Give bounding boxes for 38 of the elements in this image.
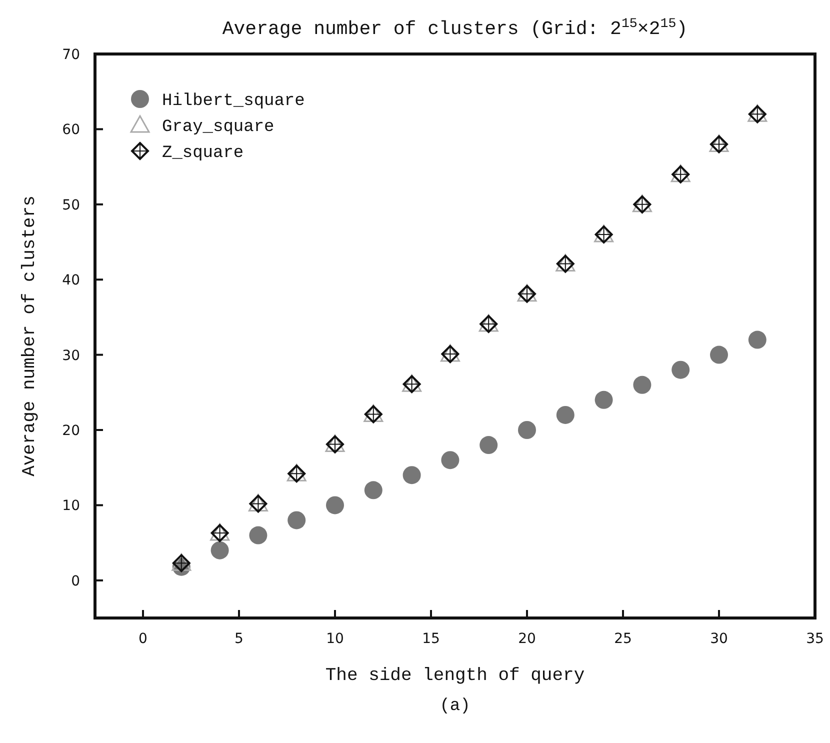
- y-tick-label: 10: [62, 498, 80, 514]
- y-tick-label: 70: [62, 47, 80, 63]
- point: [710, 346, 728, 364]
- chart-title: Average number of clusters (Grid: 2$^{15}$×2$^{15}$): [222, 16, 688, 40]
- x-tick-label: 10: [326, 631, 344, 647]
- y-tick-label: 20: [62, 423, 80, 439]
- point: [210, 541, 229, 560]
- point: [633, 376, 652, 394]
- point: [288, 511, 306, 530]
- point: [364, 481, 382, 500]
- legend-label: Gray_square: [162, 118, 274, 137]
- y-tick-label: 40: [62, 272, 80, 289]
- x-tick-label: 30: [710, 631, 728, 647]
- point: [480, 436, 498, 454]
- x-tick-label: 35: [806, 631, 824, 647]
- x-tick-label: 20: [518, 631, 536, 647]
- x-tick-label: 15: [422, 631, 440, 647]
- point: [748, 330, 766, 349]
- y-tick-label: 50: [62, 197, 80, 214]
- point: [402, 466, 421, 484]
- y-axis-title: Average number of clusters: [20, 196, 40, 476]
- point: [556, 406, 574, 424]
- point: [672, 360, 690, 379]
- legend-label: Hilbert_square: [162, 92, 305, 111]
- y-tick-label: 60: [62, 122, 80, 138]
- legend-label: Z_square: [162, 144, 244, 163]
- point: [518, 421, 536, 439]
- point: [441, 451, 460, 470]
- x-tick-label: 0: [138, 631, 148, 647]
- y-tick-label: 30: [62, 348, 80, 364]
- x-tick-label: 25: [614, 631, 632, 647]
- x-axis-title: The side length of query: [325, 666, 585, 686]
- y-tick-label: 0: [71, 573, 80, 590]
- point: [594, 390, 613, 409]
- text: (a): [440, 697, 470, 716]
- point: [249, 526, 268, 544]
- x-tick-label: 5: [234, 631, 244, 647]
- point: [326, 496, 344, 514]
